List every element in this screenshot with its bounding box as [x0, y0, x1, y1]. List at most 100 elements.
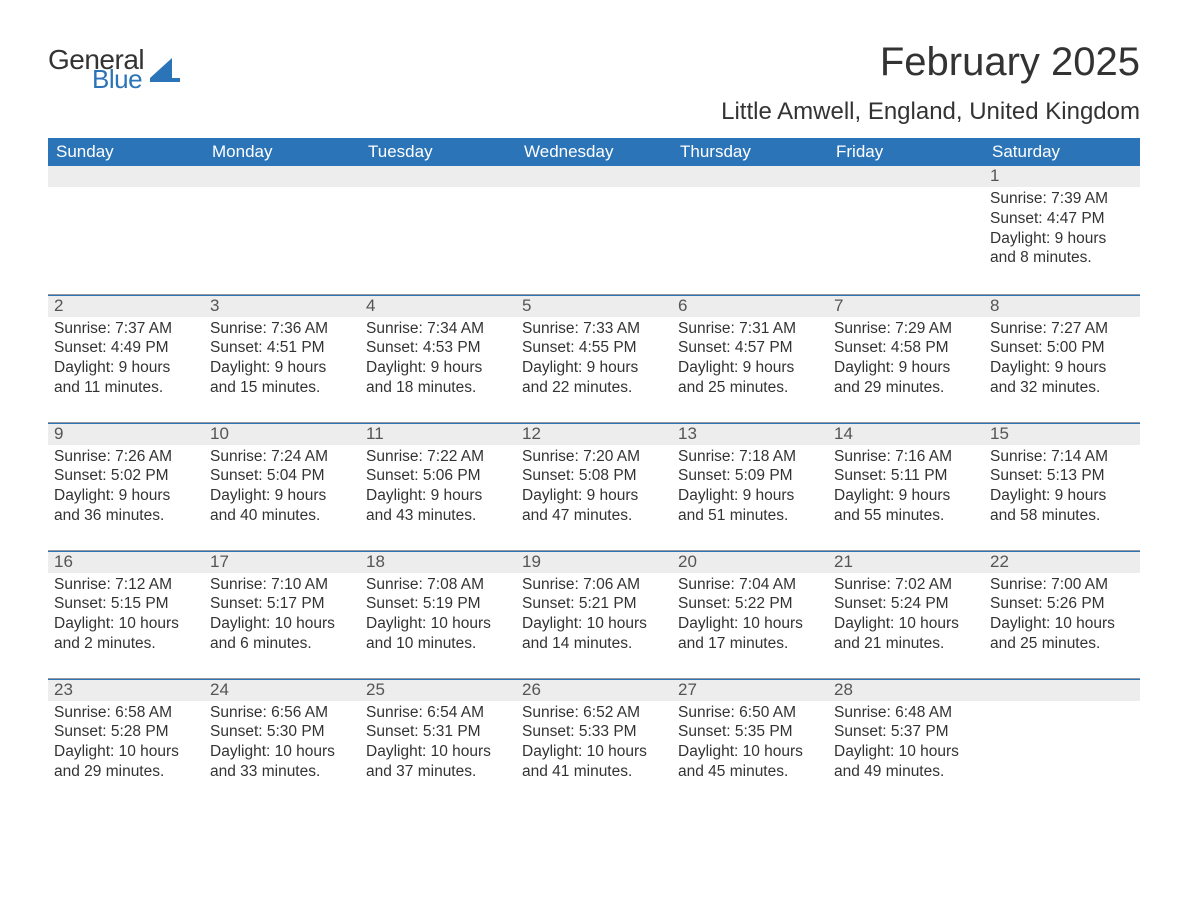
sunset-text: Sunset: 5:09 PM	[678, 466, 822, 486]
calendar-day-cell: 4Sunrise: 7:34 AMSunset: 4:53 PMDaylight…	[360, 294, 516, 422]
day-number: 4	[360, 295, 516, 317]
sunrise-text: Sunrise: 7:04 AM	[678, 575, 822, 595]
daylight-text: Daylight: 9 hours and 40 minutes.	[210, 486, 354, 526]
sunset-text: Sunset: 5:33 PM	[522, 722, 666, 742]
calendar-day-cell: 19Sunrise: 7:06 AMSunset: 5:21 PMDayligh…	[516, 550, 672, 678]
day-details	[360, 187, 516, 199]
day-number	[204, 166, 360, 187]
daylight-text: Daylight: 9 hours and 29 minutes.	[834, 358, 978, 398]
calendar-day-cell: 17Sunrise: 7:10 AMSunset: 5:17 PMDayligh…	[204, 550, 360, 678]
brand-word-blue: Blue	[92, 66, 144, 92]
day-header: Wednesday	[516, 138, 672, 166]
day-header: Saturday	[984, 138, 1140, 166]
day-number: 15	[984, 423, 1140, 445]
daylight-text: Daylight: 10 hours and 10 minutes.	[366, 614, 510, 654]
sunrise-text: Sunrise: 7:12 AM	[54, 575, 198, 595]
day-number: 13	[672, 423, 828, 445]
calendar-day-cell	[48, 166, 204, 294]
day-details: Sunrise: 6:48 AMSunset: 5:37 PMDaylight:…	[828, 701, 984, 792]
daylight-text: Daylight: 9 hours and 43 minutes.	[366, 486, 510, 526]
sunrise-text: Sunrise: 7:36 AM	[210, 319, 354, 339]
sunset-text: Sunset: 5:06 PM	[366, 466, 510, 486]
calendar-day-cell: 27Sunrise: 6:50 AMSunset: 5:35 PMDayligh…	[672, 678, 828, 806]
day-details: Sunrise: 7:06 AMSunset: 5:21 PMDaylight:…	[516, 573, 672, 664]
day-details: Sunrise: 7:26 AMSunset: 5:02 PMDaylight:…	[48, 445, 204, 536]
sunset-text: Sunset: 4:55 PM	[522, 338, 666, 358]
sunrise-text: Sunrise: 7:16 AM	[834, 447, 978, 467]
calendar-day-cell: 25Sunrise: 6:54 AMSunset: 5:31 PMDayligh…	[360, 678, 516, 806]
day-details: Sunrise: 7:39 AMSunset: 4:47 PMDaylight:…	[984, 187, 1140, 278]
sunrise-text: Sunrise: 7:29 AM	[834, 319, 978, 339]
brand-logo-text: General Blue	[48, 46, 144, 92]
calendar-day-cell: 2Sunrise: 7:37 AMSunset: 4:49 PMDaylight…	[48, 294, 204, 422]
calendar-body: 1Sunrise: 7:39 AMSunset: 4:47 PMDaylight…	[48, 166, 1140, 806]
calendar-header-row: Sunday Monday Tuesday Wednesday Thursday…	[48, 138, 1140, 166]
day-number: 17	[204, 551, 360, 573]
daylight-text: Daylight: 10 hours and 6 minutes.	[210, 614, 354, 654]
day-number: 26	[516, 679, 672, 701]
daylight-text: Daylight: 9 hours and 11 minutes.	[54, 358, 198, 398]
day-details: Sunrise: 6:50 AMSunset: 5:35 PMDaylight:…	[672, 701, 828, 792]
day-details: Sunrise: 7:10 AMSunset: 5:17 PMDaylight:…	[204, 573, 360, 664]
day-details: Sunrise: 7:36 AMSunset: 4:51 PMDaylight:…	[204, 317, 360, 408]
sunset-text: Sunset: 5:26 PM	[990, 594, 1134, 614]
sunset-text: Sunset: 5:19 PM	[366, 594, 510, 614]
day-details: Sunrise: 6:56 AMSunset: 5:30 PMDaylight:…	[204, 701, 360, 792]
sunset-text: Sunset: 5:02 PM	[54, 466, 198, 486]
calendar-day-cell: 7Sunrise: 7:29 AMSunset: 4:58 PMDaylight…	[828, 294, 984, 422]
daylight-text: Daylight: 10 hours and 49 minutes.	[834, 742, 978, 782]
day-details: Sunrise: 7:24 AMSunset: 5:04 PMDaylight:…	[204, 445, 360, 536]
sunrise-text: Sunrise: 6:50 AM	[678, 703, 822, 723]
sunset-text: Sunset: 5:30 PM	[210, 722, 354, 742]
sunrise-text: Sunrise: 6:58 AM	[54, 703, 198, 723]
sunset-text: Sunset: 5:15 PM	[54, 594, 198, 614]
sunset-text: Sunset: 5:28 PM	[54, 722, 198, 742]
day-details: Sunrise: 7:02 AMSunset: 5:24 PMDaylight:…	[828, 573, 984, 664]
sunrise-text: Sunrise: 7:06 AM	[522, 575, 666, 595]
day-details	[984, 701, 1140, 713]
sunset-text: Sunset: 4:58 PM	[834, 338, 978, 358]
day-details: Sunrise: 7:04 AMSunset: 5:22 PMDaylight:…	[672, 573, 828, 664]
calendar-day-cell: 21Sunrise: 7:02 AMSunset: 5:24 PMDayligh…	[828, 550, 984, 678]
day-number: 22	[984, 551, 1140, 573]
sunset-text: Sunset: 4:51 PM	[210, 338, 354, 358]
day-number: 19	[516, 551, 672, 573]
calendar-day-cell: 10Sunrise: 7:24 AMSunset: 5:04 PMDayligh…	[204, 422, 360, 550]
sunrise-text: Sunrise: 7:26 AM	[54, 447, 198, 467]
sunrise-text: Sunrise: 7:02 AM	[834, 575, 978, 595]
day-details: Sunrise: 7:18 AMSunset: 5:09 PMDaylight:…	[672, 445, 828, 536]
calendar-day-cell: 23Sunrise: 6:58 AMSunset: 5:28 PMDayligh…	[48, 678, 204, 806]
daylight-text: Daylight: 9 hours and 47 minutes.	[522, 486, 666, 526]
calendar-day-cell: 18Sunrise: 7:08 AMSunset: 5:19 PMDayligh…	[360, 550, 516, 678]
day-number: 2	[48, 295, 204, 317]
month-title: February 2025	[721, 40, 1140, 84]
sunrise-text: Sunrise: 7:20 AM	[522, 447, 666, 467]
daylight-text: Daylight: 9 hours and 8 minutes.	[990, 229, 1134, 269]
day-number	[984, 679, 1140, 701]
calendar-day-cell	[204, 166, 360, 294]
day-header: Tuesday	[360, 138, 516, 166]
calendar-day-cell: 26Sunrise: 6:52 AMSunset: 5:33 PMDayligh…	[516, 678, 672, 806]
calendar-day-cell: 8Sunrise: 7:27 AMSunset: 5:00 PMDaylight…	[984, 294, 1140, 422]
calendar-week-row: 16Sunrise: 7:12 AMSunset: 5:15 PMDayligh…	[48, 550, 1140, 678]
day-header: Thursday	[672, 138, 828, 166]
sunrise-text: Sunrise: 7:37 AM	[54, 319, 198, 339]
calendar-day-cell: 20Sunrise: 7:04 AMSunset: 5:22 PMDayligh…	[672, 550, 828, 678]
daylight-text: Daylight: 9 hours and 36 minutes.	[54, 486, 198, 526]
day-number: 7	[828, 295, 984, 317]
day-header: Sunday	[48, 138, 204, 166]
day-number	[360, 166, 516, 187]
day-number	[672, 166, 828, 187]
calendar-day-cell: 16Sunrise: 7:12 AMSunset: 5:15 PMDayligh…	[48, 550, 204, 678]
sunrise-text: Sunrise: 6:56 AM	[210, 703, 354, 723]
day-number: 3	[204, 295, 360, 317]
day-details: Sunrise: 6:54 AMSunset: 5:31 PMDaylight:…	[360, 701, 516, 792]
day-details: Sunrise: 7:20 AMSunset: 5:08 PMDaylight:…	[516, 445, 672, 536]
sunrise-text: Sunrise: 7:33 AM	[522, 319, 666, 339]
sunset-text: Sunset: 4:57 PM	[678, 338, 822, 358]
sunset-text: Sunset: 5:31 PM	[366, 722, 510, 742]
sunset-text: Sunset: 5:22 PM	[678, 594, 822, 614]
daylight-text: Daylight: 9 hours and 55 minutes.	[834, 486, 978, 526]
calendar-day-cell: 28Sunrise: 6:48 AMSunset: 5:37 PMDayligh…	[828, 678, 984, 806]
daylight-text: Daylight: 10 hours and 33 minutes.	[210, 742, 354, 782]
